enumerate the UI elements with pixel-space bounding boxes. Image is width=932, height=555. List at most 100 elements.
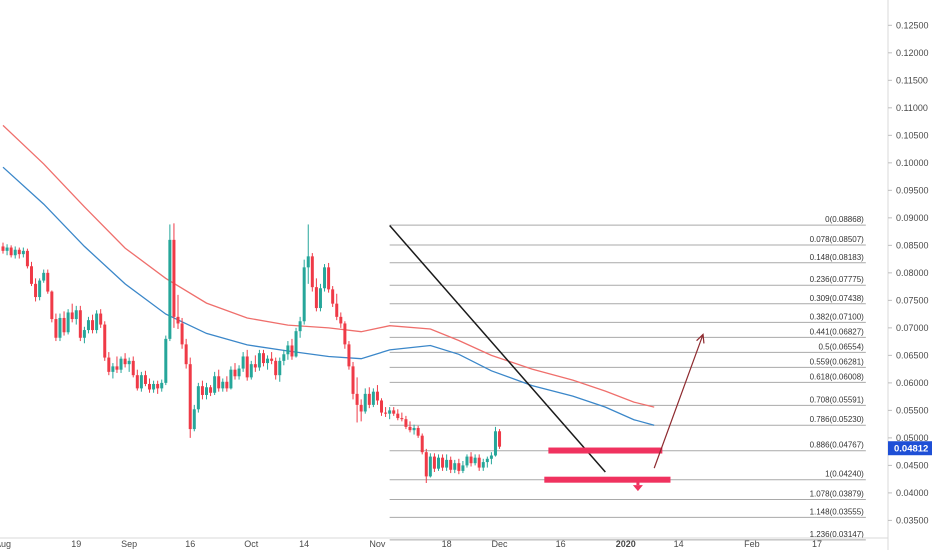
time-axis-label[interactable]: Oct [244,539,259,549]
candle-body [343,323,346,344]
time-axis-label[interactable]: 14 [674,539,684,549]
candle-body [335,304,338,317]
price-axis-label[interactable]: 0.07000 [896,323,929,333]
candle-body [6,248,9,251]
candle-body [217,376,220,388]
candle-body [115,366,118,369]
candle-body [42,273,45,281]
candle-body [95,314,98,331]
price-axis-label[interactable]: 0.07500 [896,295,929,305]
candle-body [10,248,13,256]
time-axis-label[interactable]: 2020 [616,539,636,549]
price-axis-label[interactable]: 0.12000 [896,48,929,58]
candle-body [132,361,135,375]
candle-body [339,317,342,324]
candle-body [225,382,228,389]
candle-body [177,317,180,324]
candle-body [445,460,448,468]
candle-body [152,384,155,390]
price-axis-label[interactable]: 0.10000 [896,158,929,168]
support-zone [544,477,670,483]
candle-body [376,392,379,401]
candle-body [323,267,326,288]
time-axis-label[interactable]: Feb [744,539,760,549]
price-axis-label[interactable]: 0.12500 [896,20,929,30]
candle-body [303,267,306,321]
time-axis-label[interactable]: Dec [492,539,509,549]
time-axis-label[interactable]: Nov [369,539,386,549]
candle-body [461,465,464,471]
time-axis-label[interactable]: Aug [0,539,11,549]
fib-level-label: 0.786(0.05230) [810,415,865,424]
fib-level-label: 0.5(0.06554) [818,342,864,351]
candle-body [482,462,485,468]
time-axis-label[interactable]: 16 [556,539,566,549]
candlestick-chart[interactable]: 0(0.08868) 0.078(0.08507) 0.148(0.08183) 0.… [0,0,932,550]
candle-body [498,431,501,446]
price-axis-label[interactable]: 0.10500 [896,130,929,140]
candle-body [286,345,289,354]
price-axis-label[interactable]: 0.11500 [896,75,928,85]
time-axis-label[interactable]: 19 [71,539,81,549]
price-axis-label[interactable]: 0.09000 [896,213,929,223]
price-axis-label[interactable]: 0.08500 [896,240,929,250]
candle-body [193,409,196,429]
fib-level-label: 0.708(0.05591) [810,395,865,404]
candle-body [164,339,167,383]
time-axis-label[interactable]: 16 [185,539,195,549]
candle-body [144,375,147,384]
fib-level-label: 1.236(0.03147) [810,530,865,539]
candle-body [22,251,25,254]
plot-area[interactable] [0,0,888,538]
price-axis-label[interactable]: 0.09500 [896,185,929,195]
time-axis-label[interactable]: 17 [812,539,822,549]
price-axis-label[interactable]: 0.04500 [896,460,929,470]
candle-body [148,384,151,390]
candle-body [417,428,420,436]
candle-body [388,410,391,413]
candle-body [400,418,403,419]
candle-body [290,345,293,356]
candle-body [429,457,432,477]
time-axis-label[interactable]: Sep [121,539,137,549]
candle-body [156,384,159,388]
candle-body [34,284,37,297]
candle-body [168,240,171,339]
candle-body [409,427,412,430]
candle-body [352,366,355,394]
candle-body [315,287,318,308]
price-axis-label[interactable]: 0.04000 [896,488,929,498]
price-axis-label[interactable]: 0.06500 [896,350,929,360]
price-axis-label[interactable]: 0.03500 [896,515,929,525]
chart-canvas[interactable]: 0(0.08868)0.078(0.08507)0.148(0.08183)0.… [0,0,932,550]
candle-body [494,431,497,455]
price-axis-label[interactable]: 0.05500 [896,405,929,415]
price-axis-label[interactable]: 0.11000 [896,103,928,113]
candle-body [425,452,428,476]
candle-body [120,359,123,370]
fib-level-label: 0(0.08868) [825,215,864,224]
candle-body [368,394,371,405]
candle-body [441,458,444,468]
fib-level-label: 1.078(0.03879) [810,490,865,499]
candle-body [396,414,399,418]
candle-body [299,321,302,331]
candle-body [111,366,114,372]
candle-body [136,375,139,388]
candle-body [319,288,322,308]
candle-body [2,246,5,250]
candle-body [384,413,387,414]
candle-body [103,325,106,358]
price-axis-label[interactable]: 0.06000 [896,378,929,388]
candle-body [490,455,493,458]
candle-body [258,353,261,367]
price-axis-label[interactable]: 0.08000 [896,268,929,278]
candle-body [356,394,359,405]
candle-body [213,376,216,393]
candle-body [307,256,310,267]
time-axis-label[interactable]: 14 [299,539,309,549]
candle-body [486,459,489,462]
time-axis-label[interactable]: 18 [442,539,452,549]
candle-body [46,273,49,292]
candle-body [67,312,70,332]
